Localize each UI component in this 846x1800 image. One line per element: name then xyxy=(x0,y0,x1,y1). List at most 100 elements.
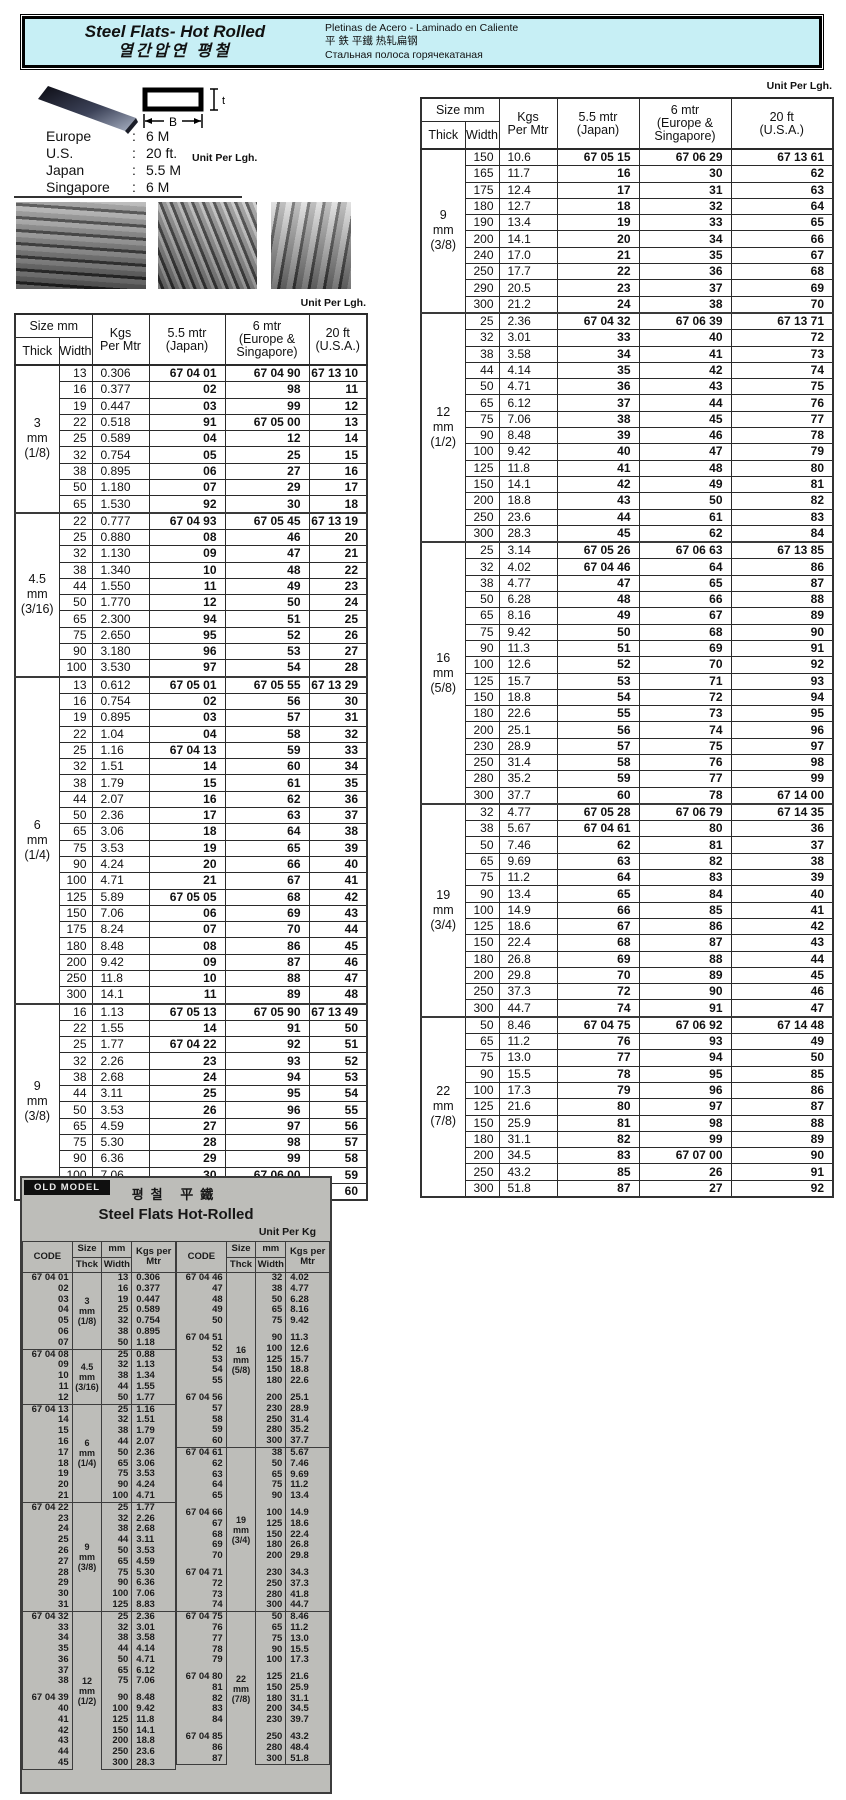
kgs-cell: 11.2 xyxy=(285,1480,330,1492)
length-region: U.S. xyxy=(46,145,74,161)
code-55mtr-cell: 94 xyxy=(148,610,226,628)
code-55mtr-cell: 66 xyxy=(556,901,640,919)
width-cell: 65 xyxy=(255,1305,287,1317)
width-cell: 150 xyxy=(255,1682,287,1694)
size-cell: 12 mm (1/2) xyxy=(71,1610,103,1770)
table-row: 90 15.5 78 95 85 xyxy=(421,1065,834,1083)
table-row: 90 3.180 96 53 27 xyxy=(15,643,368,661)
table-row: 300 44.7 74 91 47 xyxy=(421,999,834,1018)
code-cell: 63 xyxy=(176,1469,227,1481)
kgs-cell: 1.180 xyxy=(91,479,150,497)
kgs-cell: 4.77 xyxy=(498,802,558,822)
table-row: 65 11.2 76 93 49 xyxy=(421,1033,834,1051)
kgs-cell: 7.06 xyxy=(131,1676,176,1688)
code-cell: 42 xyxy=(22,1725,73,1737)
kgs-cell: 37.7 xyxy=(285,1436,330,1448)
kgs-cell: 28.3 xyxy=(131,1758,176,1770)
width-cell: 38 xyxy=(58,1068,93,1087)
code-55mtr-cell: 67 05 05 xyxy=(148,888,226,906)
thck-header: Thck xyxy=(225,1256,257,1273)
width-cell: 125 xyxy=(255,1518,287,1530)
table-row: 32 4.02 67 04 46 64 86 xyxy=(421,558,834,576)
table-row: 22 1.55 14 91 50 xyxy=(15,1019,368,1038)
spacer-cell xyxy=(176,1561,227,1568)
code-6mtr-cell: 64 xyxy=(224,823,310,841)
width-cell: 240 xyxy=(464,246,500,265)
code-55mtr-cell: 65 xyxy=(556,885,640,903)
code-6mtr-cell: 87 xyxy=(638,934,732,952)
header-row: CODE Size mm Kgs per Mtr xyxy=(22,1241,176,1273)
width-cell: 38 xyxy=(255,1446,287,1459)
code-cell: 38 xyxy=(22,1676,73,1688)
width-cell: 200 xyxy=(58,953,93,971)
code-cell: 81 xyxy=(176,1682,227,1694)
code-55mtr-cell: 45 xyxy=(556,524,640,543)
code-6mtr-cell: 67 xyxy=(638,607,732,625)
code-20ft-cell: 88 xyxy=(730,1114,834,1132)
code-cell: 59 xyxy=(176,1425,227,1437)
table-row: 250 17.7 22 36 68 xyxy=(421,263,834,281)
width-cell: 90 xyxy=(58,643,93,661)
table-row: 180 22.6 55 73 95 xyxy=(421,705,834,723)
kgs-cell: 23.6 xyxy=(498,508,558,526)
width-cell: 175 xyxy=(58,921,93,939)
code-6mtr-cell: 81 xyxy=(638,836,732,854)
code-cell: 60 xyxy=(176,1436,227,1448)
width-cell: 100 xyxy=(464,443,500,461)
code-20ft-cell: 26 xyxy=(308,626,368,645)
table-row: 43 200 18.8 xyxy=(22,1736,176,1748)
code-cell: 67 04 13 xyxy=(22,1403,73,1416)
thickness-cell: 6 mm (1/4) xyxy=(14,675,60,1005)
width-cell: 150 xyxy=(255,1529,287,1541)
table-row: 49 65 8.16 xyxy=(176,1305,330,1317)
table-row: 67 04 22 9 mm (3/8) 25 1.77 xyxy=(22,1501,176,1612)
kgs-cell: 22.4 xyxy=(498,934,558,952)
code-20ft-cell: 40 xyxy=(308,855,368,874)
code-6mtr-cell: 85 xyxy=(638,901,732,919)
code-cell: 67 04 80 xyxy=(176,1672,227,1683)
width-cell: 50 xyxy=(101,1447,133,1459)
code-55mtr-cell: 04 xyxy=(148,725,226,743)
kgs-cell: 4.59 xyxy=(91,1117,150,1135)
table-row: 165 11.7 16 30 62 xyxy=(421,165,834,183)
code-20ft-cell: 13 xyxy=(308,413,368,432)
code-55mtr-cell: 14 xyxy=(148,758,226,776)
code-cell: 14 xyxy=(22,1415,73,1427)
kgs-cell: 0.612 xyxy=(91,675,150,694)
code-6mtr-cell: 96 xyxy=(224,1101,310,1119)
kgs-cell: 15.7 xyxy=(285,1354,330,1366)
spacer-cell xyxy=(176,1666,227,1673)
spacer-cell xyxy=(285,1666,330,1673)
kgs-cell: 22.6 xyxy=(285,1376,330,1387)
table-row: 74 300 44.7 xyxy=(176,1600,330,1612)
table-row: 38 75 7.06 xyxy=(22,1676,176,1688)
table-row: 32 3.01 33 40 72 xyxy=(421,329,834,347)
code-cell: 26 xyxy=(22,1545,73,1557)
spacer-row xyxy=(22,1687,176,1694)
code-20ft-cell: 11 xyxy=(308,381,368,399)
kgs-cell: 25.9 xyxy=(285,1682,330,1694)
code-6mtr-cell: 96 xyxy=(638,1081,732,1100)
code-6mtr-cell: 83 xyxy=(638,869,732,887)
width-cell: 38 xyxy=(101,1371,133,1382)
code-55mtr-cell: 33 xyxy=(556,329,640,347)
kgs-cell: 1.51 xyxy=(131,1415,176,1427)
kgs-cell: 17.0 xyxy=(498,246,558,265)
code-20ft-cell: 23 xyxy=(308,577,368,596)
table-row: 84 230 39.7 xyxy=(176,1715,330,1727)
width-cell: 90 xyxy=(101,1693,133,1705)
code-20ft-cell: 22 xyxy=(308,561,368,579)
table-row: 07 50 1.18 xyxy=(22,1337,176,1350)
width-cell: 32 xyxy=(58,758,93,776)
table-row: 67 04 08 4.5 mm (3/16) 25 0.88 xyxy=(22,1348,176,1405)
size-header: Size xyxy=(71,1241,103,1258)
width-cell: 65 xyxy=(464,607,500,625)
width-cell: 75 xyxy=(255,1633,287,1645)
code-6mtr-cell: 95 xyxy=(224,1085,310,1103)
table-row: 68 150 22.4 xyxy=(176,1529,330,1541)
code-55mtr-cell: 49 xyxy=(556,607,640,625)
size-cell: 4.5 mm (3/16) xyxy=(71,1348,103,1405)
kgs-cell: 8.48 xyxy=(498,427,558,445)
kgs-cell: 1.34 xyxy=(131,1371,176,1382)
table-row: 22 0.518 91 67 05 00 13 xyxy=(15,413,368,432)
